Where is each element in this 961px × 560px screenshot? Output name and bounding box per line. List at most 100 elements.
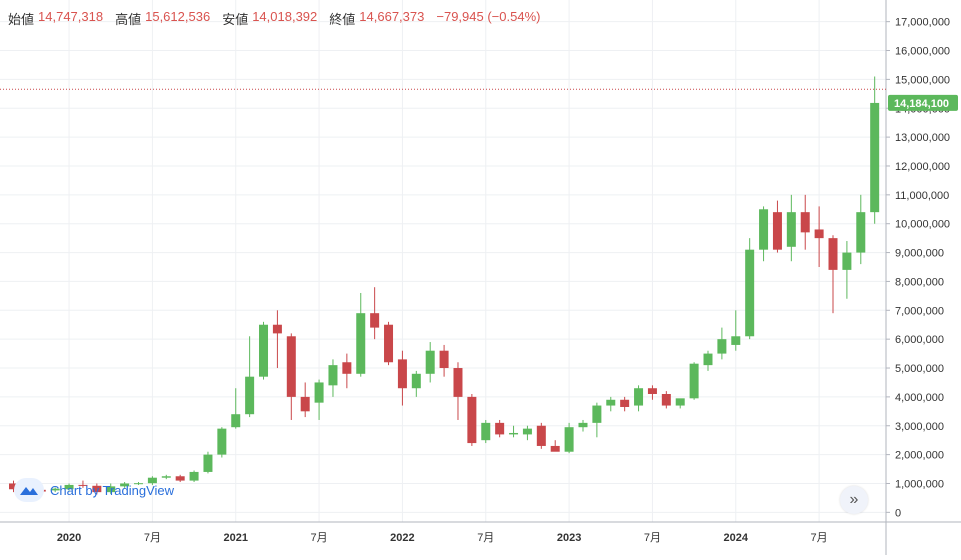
- candle-body: [606, 399, 616, 406]
- x-tick-label: 7月: [477, 532, 494, 544]
- candle-body: [620, 399, 630, 407]
- candle-body: [828, 238, 838, 270]
- x-tick-label: 2022: [390, 532, 414, 544]
- low-value: 14,018,392: [252, 9, 318, 24]
- candle-body: [550, 445, 560, 452]
- candle-body: [842, 252, 852, 270]
- last-price-label: 14,184,100: [894, 98, 949, 110]
- candle-body: [745, 249, 755, 337]
- double-chevron-right-icon: »: [849, 491, 859, 508]
- candle-body: [231, 414, 241, 428]
- candle-body: [870, 102, 880, 213]
- candle-body: [175, 476, 185, 481]
- candle-body: [731, 336, 741, 345]
- candle-body: [342, 362, 352, 374]
- candle-body: [92, 485, 102, 493]
- x-tick-label: 2020: [57, 532, 81, 544]
- candle-body: [772, 212, 782, 250]
- close-value: 14,667,373: [359, 9, 425, 24]
- x-tick-label: 7月: [811, 532, 828, 544]
- candle-body: [328, 365, 338, 386]
- candle-body: [786, 212, 796, 247]
- candle-layer: [9, 76, 880, 495]
- candle-body: [397, 359, 407, 389]
- candle-body: [272, 324, 282, 334]
- candle-body: [411, 373, 421, 389]
- candle-body: [286, 336, 296, 397]
- open-label: 始値: [8, 12, 35, 27]
- brand-text: Chart by TradingView: [50, 482, 175, 498]
- open-value: 14,747,318: [38, 9, 104, 24]
- candle-body: [189, 471, 199, 481]
- y-tick-label: 12,000,000: [895, 161, 950, 173]
- candle-body: [300, 396, 310, 412]
- close-label: 終値: [329, 12, 356, 27]
- y-tick-label: 10,000,000: [895, 219, 950, 231]
- y-tick-label: 2,000,000: [895, 450, 944, 462]
- y-tick-label: 7,000,000: [895, 305, 944, 317]
- ohlc-legend: 始値 14,747,318 高値 15,612,536 安値 14,018,39…: [8, 9, 540, 28]
- tradingview-logo-icon: [14, 478, 44, 502]
- candle-body: [717, 339, 727, 354]
- y-tick-label: 8,000,000: [895, 276, 944, 288]
- change-value: −79,945 (−0.54%): [436, 9, 541, 24]
- y-tick-label: 0: [895, 507, 901, 519]
- candle-body: [578, 422, 588, 428]
- candle-body: [509, 432, 519, 435]
- y-tick-label: 13,000,000: [895, 132, 950, 144]
- high-label: 高値: [115, 12, 142, 27]
- candle-body: [759, 209, 769, 250]
- y-tick-label: 5,000,000: [895, 363, 944, 375]
- candle-body: [384, 324, 394, 363]
- last-price-tag: [888, 94, 958, 111]
- y-tick-label: 1,000,000: [895, 478, 944, 490]
- x-tick-label: 7月: [144, 532, 161, 544]
- candle-body: [592, 405, 602, 423]
- x-tick-label: 7月: [311, 532, 328, 544]
- candle-body: [314, 382, 324, 403]
- tradingview-brand-link[interactable]: Chart by TradingView: [14, 478, 174, 502]
- candle-body: [564, 427, 574, 452]
- candle-body: [661, 394, 671, 406]
- candle-body: [647, 388, 657, 394]
- candle-body: [370, 313, 380, 328]
- candle-body: [217, 428, 227, 455]
- candle-body: [50, 488, 60, 491]
- candle-body: [689, 363, 699, 399]
- candle-body: [814, 229, 824, 239]
- candle-body: [147, 477, 157, 484]
- low-label: 安値: [222, 12, 249, 27]
- x-tick-label: 7月: [644, 532, 661, 544]
- candle-body: [495, 422, 505, 435]
- candle-body: [9, 483, 18, 490]
- y-tick-label: 9,000,000: [895, 248, 944, 260]
- y-tick-label: 11,000,000: [895, 190, 949, 202]
- candle-body: [522, 428, 532, 435]
- y-tick-label: 3,000,000: [895, 421, 944, 433]
- candle-body: [536, 425, 546, 446]
- candle-body: [856, 212, 866, 253]
- y-tick-label: 16,000,000: [895, 46, 950, 58]
- x-tick-label: 2024: [724, 532, 749, 544]
- candle-body: [439, 350, 449, 369]
- x-tick-label: 2023: [557, 532, 581, 544]
- candle-body: [467, 396, 477, 444]
- candle-body: [106, 486, 116, 493]
- y-tick-label: 15,000,000: [895, 74, 950, 86]
- y-tick-label: 17,000,000: [895, 17, 950, 29]
- candle-body: [134, 483, 144, 485]
- candle-body: [245, 376, 255, 415]
- candle-body: [203, 454, 213, 472]
- candle-body: [453, 368, 463, 397]
- candle-body: [161, 476, 171, 478]
- candle-body: [356, 313, 366, 374]
- candle-body: [800, 212, 810, 233]
- candle-body: [259, 324, 269, 377]
- candle-body: [481, 422, 491, 441]
- x-tick-label: 2021: [223, 532, 247, 544]
- scroll-to-realtime-button[interactable]: »: [840, 486, 868, 514]
- candle-body: [675, 398, 685, 406]
